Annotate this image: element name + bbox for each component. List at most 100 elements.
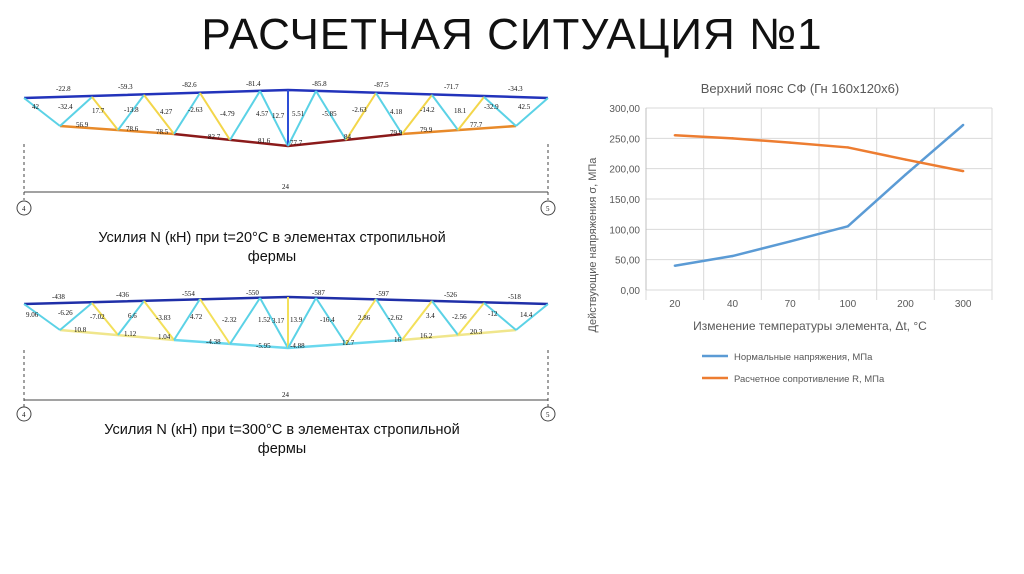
- truss1-top-label: -87.5: [374, 81, 389, 89]
- slide-title: РАСЧЕТНАЯ СИТУАЦИЯ №1: [201, 10, 823, 59]
- truss2-node-label-left: 4: [22, 411, 26, 419]
- chart-data-point: [846, 225, 850, 228]
- truss1-top-label: -71.7: [444, 83, 459, 91]
- truss1-web-label: 5.51: [292, 110, 305, 118]
- truss1-web-label: -13.8: [124, 106, 139, 114]
- chart-x-tick-label: 100: [839, 299, 856, 310]
- truss1-node-marker-left: [16, 200, 32, 216]
- chart-grid: [645, 107, 993, 300]
- truss2-caption: Усилия N (кН) при t=300°С в элементах ст…: [62, 421, 502, 459]
- truss1-top-chord: [23, 88, 549, 100]
- truss1-bottom-label: 78.6: [126, 125, 139, 133]
- chart-data-point: [731, 254, 734, 258]
- truss1-bottom-label: 77.7: [470, 121, 483, 129]
- chart-series-line: [674, 134, 964, 173]
- truss-diagram-300c: -438 -436 -554 -550 -587 -597 -526 -518 …: [16, 289, 556, 422]
- truss1-caption: Усилия N (кН) при t=20°С в элементах стр…: [62, 229, 482, 267]
- truss2-caption-line1: Усилия N (кН) при t=300°С в элементах ст…: [104, 422, 460, 438]
- truss2-web: [59, 297, 517, 349]
- truss1-caption-line1: Усилия N (кН) при t=20°С в элементах стр…: [98, 230, 446, 246]
- truss2-top-label: -587: [312, 289, 325, 297]
- chart-title: Верхний пояс СФ (Гн 160х120х6): [701, 81, 899, 96]
- chart-xlabel: Изменение температуры элемента, Δt, °С: [693, 319, 927, 333]
- truss1-web-label: 4.27: [160, 108, 173, 116]
- truss2-web-label: 6.6: [128, 312, 137, 320]
- chart-y-tick-label: 200,00: [609, 165, 640, 176]
- truss2-top-label: -518: [508, 293, 521, 301]
- chart-legend-label: Расчетное сопротивление R, МПа: [734, 374, 885, 385]
- truss2-web-label: 3.4: [426, 312, 435, 320]
- truss2-web-label: 1.52: [258, 316, 271, 324]
- chart-x-tick-label: 20: [669, 299, 681, 310]
- chart-data-point: [846, 146, 850, 149]
- truss1-web-label: 42: [32, 103, 40, 111]
- truss2-top-label: -526: [444, 291, 457, 299]
- truss1-span-label: 24: [282, 183, 290, 191]
- truss1-top-label: -34.3: [508, 85, 523, 93]
- truss1-bottom-label: 81.6: [258, 137, 271, 145]
- chart-y-ticks: 0,00 50,00 100,00 150,00 200,00 250,00 300,00: [609, 104, 640, 297]
- truss1-top-label: -22.8: [56, 85, 71, 93]
- chart-y-tick-label: 100,00: [609, 225, 640, 236]
- truss2-web-label: 3.17: [272, 317, 285, 325]
- truss1-web-label: -32.9: [484, 103, 499, 111]
- truss1-end-right: [515, 97, 549, 127]
- truss1-web-label: -32.4: [58, 103, 73, 111]
- truss2-bottom-label: -5.95: [256, 342, 271, 350]
- truss2-web-label: 2.86: [358, 314, 371, 322]
- chart-data-point: [673, 134, 677, 137]
- chart-y-tick-label: 300,00: [609, 104, 640, 115]
- truss1-web-label: -4.79: [220, 110, 235, 118]
- chart-y-tick-label: 250,00: [609, 134, 640, 145]
- truss1-top-label: -81.4: [246, 80, 261, 88]
- truss2-web-label: -2.62: [388, 314, 403, 322]
- truss1-web-label: 4.57: [256, 110, 269, 118]
- truss1-bottom-label: 78.5: [156, 128, 169, 136]
- truss1-bottom-label: 79.9: [390, 129, 403, 137]
- truss2-web-label: 1.12: [124, 330, 137, 338]
- truss2-node-marker-left: [16, 406, 32, 422]
- chart-x-tick-label: 70: [785, 299, 797, 310]
- truss1-top-label: -59.3: [118, 83, 133, 91]
- truss2-span-label: 24: [282, 391, 290, 399]
- truss2-top-label: -550: [246, 289, 259, 297]
- chart-legend: Нормальные напряжения, МПа Расчетное сопр…: [702, 352, 885, 385]
- truss2-bottom-label: -4.38: [206, 338, 221, 346]
- truss2-top-label: -438: [52, 293, 65, 301]
- truss2-top-label: -597: [376, 290, 389, 298]
- chart-x-ticks: 20 40 70 100 200 300: [669, 299, 972, 310]
- truss2-bottom-label: -4.88: [290, 342, 305, 350]
- truss1-end-left: [23, 97, 61, 127]
- truss1-web-label: -14.2: [420, 106, 435, 114]
- chart-ylabel: Действующие напряжения σ, МПа: [587, 157, 599, 333]
- truss2-web-label: -12: [488, 310, 498, 318]
- chart-y-tick-label: 150,00: [609, 195, 640, 206]
- truss1-node-marker-right: [540, 200, 556, 216]
- truss2-top-chord: [23, 295, 549, 306]
- truss2-web-label: -2.56: [452, 313, 467, 321]
- truss1-web-label: 42.5: [518, 103, 531, 111]
- truss2-bottom-label: 12.7: [342, 339, 355, 347]
- chart-y-tick-label: 50,00: [615, 256, 640, 267]
- truss1-web-label: -5.85: [322, 110, 337, 118]
- chart-data-point: [961, 123, 965, 127]
- chart-series: [673, 123, 965, 267]
- truss1-bottom-label: 56.9: [76, 121, 89, 129]
- truss2-top-label: -554: [182, 290, 195, 298]
- truss-diagram-20c: -22.8 -59.3 -82.6 -81.4 -85.8 -87.5 -71.…: [16, 80, 556, 216]
- truss2-web-label: 1.04: [158, 333, 171, 341]
- truss1-node-label-right: 5: [546, 205, 550, 213]
- truss2-end-right: [515, 303, 549, 331]
- truss1-web-label: 18.1: [454, 107, 467, 115]
- chart-x-tick-label: 300: [955, 299, 972, 310]
- truss1-web-label: 4.18: [390, 108, 403, 116]
- chart-series-line: [674, 124, 964, 267]
- truss2-web-label: -7.02: [90, 313, 105, 321]
- chart-y-tick-label: 0,00: [621, 286, 641, 297]
- truss1-bottom-label: 84: [344, 133, 352, 141]
- truss2-end-left: [23, 303, 61, 331]
- chart-legend-label: Нормальные напряжения, МПа: [734, 352, 873, 363]
- truss2-web-label: -6.26: [58, 309, 73, 317]
- truss2-top-label: -436: [116, 291, 129, 299]
- truss2-web-label: 14.4: [520, 311, 533, 319]
